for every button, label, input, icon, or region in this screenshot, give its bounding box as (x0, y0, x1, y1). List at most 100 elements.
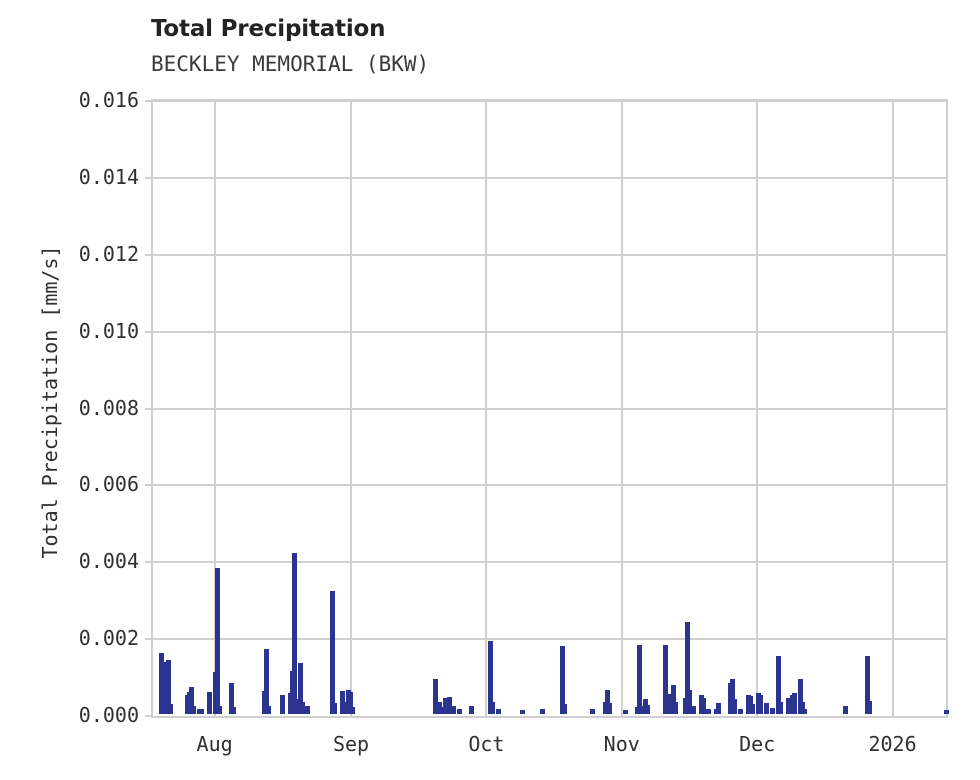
bar (706, 709, 712, 714)
bar (785, 697, 791, 714)
bar (623, 709, 629, 714)
gridline-horizontal (153, 484, 946, 487)
bar (732, 699, 738, 714)
y-tick-mark (145, 253, 151, 256)
y-tick-label: 0.016 (78, 88, 139, 112)
bar (488, 640, 494, 714)
bar (432, 679, 438, 714)
bar (300, 702, 306, 714)
bar (266, 705, 272, 714)
bar (867, 700, 873, 714)
gridline-vertical (756, 101, 759, 716)
gridline-horizontal (153, 407, 946, 410)
bar (206, 691, 212, 714)
bar (690, 706, 696, 714)
bar (450, 706, 456, 714)
bar (216, 706, 222, 714)
gridline-horizontal (153, 561, 946, 564)
bar (797, 679, 803, 714)
gridline-horizontal (153, 330, 946, 333)
gridline-vertical (620, 101, 623, 716)
y-tick-mark (145, 330, 151, 333)
gridline-horizontal (153, 638, 946, 641)
y-tick-mark (145, 484, 151, 487)
bar (700, 697, 706, 714)
bar (191, 705, 197, 714)
bar (763, 703, 769, 714)
bar (639, 705, 645, 714)
bar (559, 646, 565, 714)
y-tick-label: 0.000 (78, 703, 139, 727)
bar (662, 644, 668, 714)
bar (539, 709, 545, 714)
bar (589, 708, 595, 714)
bar (520, 709, 526, 714)
bar (730, 679, 736, 714)
y-tick-label: 0.002 (78, 626, 139, 651)
bar (230, 707, 236, 714)
gridline-horizontal (153, 176, 946, 179)
bar (198, 709, 204, 714)
bar (264, 648, 270, 714)
bar (438, 707, 444, 714)
y-tick-label: 0.010 (78, 318, 139, 343)
bar (672, 702, 678, 714)
bar (347, 691, 353, 714)
y-tick-label: 0.004 (78, 549, 139, 574)
bar (341, 702, 347, 714)
plot-area (151, 99, 950, 718)
bar (791, 692, 797, 714)
bar (799, 702, 805, 714)
bar (843, 705, 849, 714)
x-tick-label: 2026 (868, 732, 917, 756)
y-tick-mark (145, 100, 151, 102)
bar (214, 567, 220, 714)
bar (298, 663, 304, 714)
y-tick-label: 0.006 (78, 472, 139, 497)
y-tick-mark (145, 715, 151, 717)
bar (684, 621, 690, 714)
bar (165, 660, 171, 714)
bar (670, 685, 676, 714)
x-tick-label: Oct (468, 732, 505, 756)
bar (456, 709, 462, 714)
bar (777, 701, 783, 714)
bar (645, 705, 651, 714)
chart-subtitle: BECKLEY MEMORIAL (BKW) (151, 52, 430, 76)
bar (189, 687, 195, 714)
bar (607, 703, 613, 714)
gridline-vertical (350, 101, 352, 716)
gridline-vertical (485, 101, 488, 716)
bar (605, 690, 611, 714)
bar (280, 694, 286, 714)
bar (446, 697, 452, 714)
bar (758, 694, 764, 714)
gridline-horizontal (153, 253, 946, 256)
bar (801, 709, 807, 714)
bar (167, 704, 173, 714)
gridline-vertical (891, 101, 894, 716)
bar (331, 703, 337, 714)
y-tick-mark (145, 407, 151, 410)
bar (349, 707, 355, 714)
x-tick-label: Dec (739, 732, 776, 756)
bar (304, 705, 310, 714)
bar (750, 704, 756, 714)
bar (442, 697, 448, 714)
bar (944, 710, 950, 714)
bar (769, 707, 775, 714)
chart-title: Total Precipitation (151, 16, 386, 42)
x-tick-label: Aug (196, 732, 233, 756)
y-tick-label: 0.008 (78, 395, 139, 420)
bar (775, 656, 781, 714)
bar (329, 591, 335, 714)
gridline-vertical (213, 101, 216, 716)
bar (637, 644, 643, 714)
bar (228, 683, 234, 714)
bar (159, 652, 165, 714)
bar (716, 703, 722, 714)
bar (292, 552, 298, 714)
y-tick-mark (145, 638, 151, 641)
y-tick-label: 0.014 (78, 164, 139, 189)
